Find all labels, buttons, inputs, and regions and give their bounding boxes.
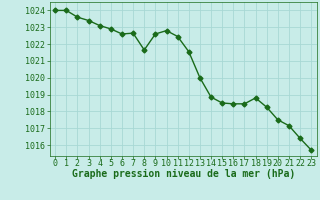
- X-axis label: Graphe pression niveau de la mer (hPa): Graphe pression niveau de la mer (hPa): [72, 169, 295, 179]
